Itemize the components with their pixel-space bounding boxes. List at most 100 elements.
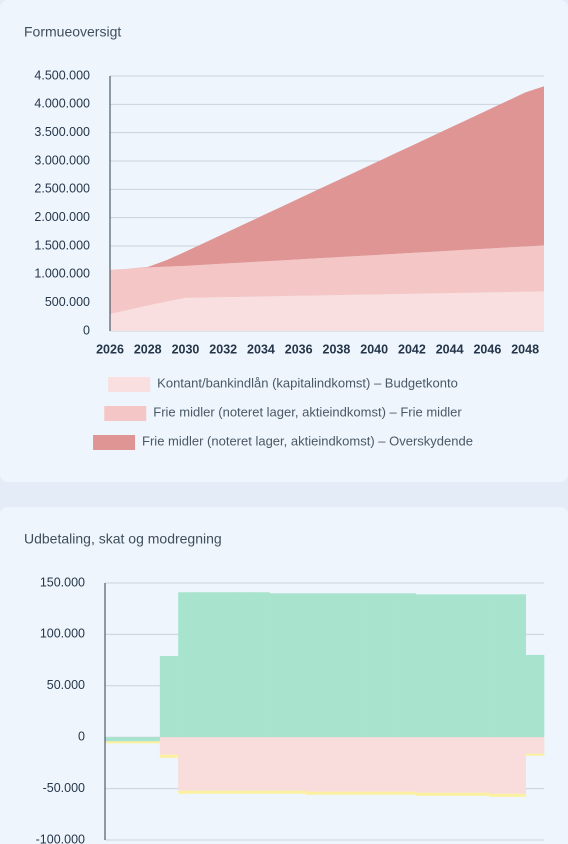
bar — [434, 792, 453, 796]
bar — [415, 594, 435, 738]
bar — [379, 737, 398, 792]
x-tick-label: 2028 — [134, 342, 162, 356]
bar — [415, 737, 435, 793]
bar — [105, 741, 124, 744]
y-tick-label: 150.000 — [40, 575, 85, 589]
bar — [379, 791, 398, 795]
bar — [123, 737, 142, 742]
legend-label: Frie midler (noteret lager, aktieindkoms… — [142, 433, 473, 448]
y-tick-label: 3.500.000 — [34, 125, 90, 139]
bar — [287, 593, 307, 738]
bar — [452, 594, 472, 738]
y-tick-label: 1.000.000 — [34, 267, 90, 281]
bar — [287, 790, 307, 794]
x-tick-label: 2042 — [398, 342, 426, 356]
bar — [397, 593, 417, 738]
y-tick-label: 0 — [83, 323, 90, 337]
bar — [233, 790, 252, 794]
bar — [525, 753, 545, 756]
bar — [489, 793, 508, 797]
legend-label: Frie midler (noteret lager, aktieindkoms… — [153, 404, 462, 419]
x-tick-label: 2026 — [96, 342, 124, 356]
legend-label: Kontant/bankindlån (kapitalindkomst) – B… — [157, 375, 458, 390]
bar — [379, 593, 398, 738]
bar — [141, 741, 161, 744]
bar — [397, 737, 417, 792]
area — [110, 291, 544, 331]
bar — [434, 737, 453, 793]
area — [110, 245, 544, 314]
bar — [214, 592, 234, 738]
y-tick-label: -100.000 — [36, 832, 85, 844]
bar — [361, 593, 380, 738]
y-tick-label: 4.000.000 — [34, 97, 90, 111]
bar — [324, 593, 344, 738]
x-tick-label: 2034 — [247, 342, 275, 356]
bar — [525, 737, 545, 754]
bar — [397, 791, 417, 795]
area — [110, 86, 544, 270]
x-tick-label: 2044 — [436, 342, 464, 356]
bar — [342, 791, 362, 795]
bar — [306, 593, 325, 738]
y-tick-label: 3.000.000 — [34, 153, 90, 167]
bar — [507, 737, 527, 794]
bar — [415, 792, 435, 796]
bar — [196, 790, 216, 794]
bar — [251, 592, 270, 738]
bar — [434, 594, 453, 738]
bar — [233, 737, 252, 791]
y-tick-label: 2.500.000 — [34, 182, 90, 196]
bar — [306, 791, 325, 795]
bar — [178, 737, 197, 791]
bar — [159, 754, 179, 758]
legend-swatch — [93, 435, 136, 450]
bar — [507, 594, 527, 738]
legend-swatch — [108, 377, 151, 392]
bar — [269, 593, 289, 738]
y-tick-label: 2.000.000 — [34, 210, 90, 224]
bar — [214, 737, 234, 791]
y-tick-label: 50.000 — [47, 678, 85, 692]
y-tick-label: 500.000 — [45, 295, 90, 309]
bar — [123, 741, 142, 744]
bar — [269, 790, 289, 794]
bar — [105, 737, 124, 742]
legend-swatch — [104, 406, 147, 421]
bar — [489, 737, 508, 794]
bar — [306, 737, 325, 792]
bar — [196, 737, 216, 791]
x-tick-label: 2038 — [323, 342, 351, 356]
y-tick-label: 4.500.000 — [34, 68, 90, 82]
bar — [159, 737, 179, 755]
bar — [342, 737, 362, 792]
chart-title: Udbetaling, skat og modregning — [24, 531, 222, 547]
bar — [287, 737, 307, 791]
bar — [178, 592, 197, 738]
bar — [342, 593, 362, 738]
x-tick-label: 2040 — [360, 342, 388, 356]
bar — [470, 737, 490, 793]
bar — [251, 790, 270, 794]
bar — [159, 655, 179, 738]
y-tick-label: 0 — [78, 729, 85, 743]
bar — [489, 594, 508, 738]
x-tick-label: 2036 — [285, 342, 313, 356]
bar — [141, 737, 161, 742]
bar — [507, 793, 527, 797]
bar — [525, 654, 545, 738]
x-tick-label: 2030 — [172, 342, 200, 356]
bar — [196, 592, 216, 738]
bar — [233, 592, 252, 738]
x-tick-label: 2046 — [473, 342, 501, 356]
bar — [269, 737, 289, 791]
y-tick-label: 100.000 — [40, 627, 85, 641]
bar — [178, 790, 197, 794]
bar — [251, 737, 270, 791]
bar — [361, 737, 380, 792]
bar — [214, 790, 234, 794]
x-tick-label: 2032 — [209, 342, 237, 356]
bar — [452, 737, 472, 793]
bar — [470, 792, 490, 796]
